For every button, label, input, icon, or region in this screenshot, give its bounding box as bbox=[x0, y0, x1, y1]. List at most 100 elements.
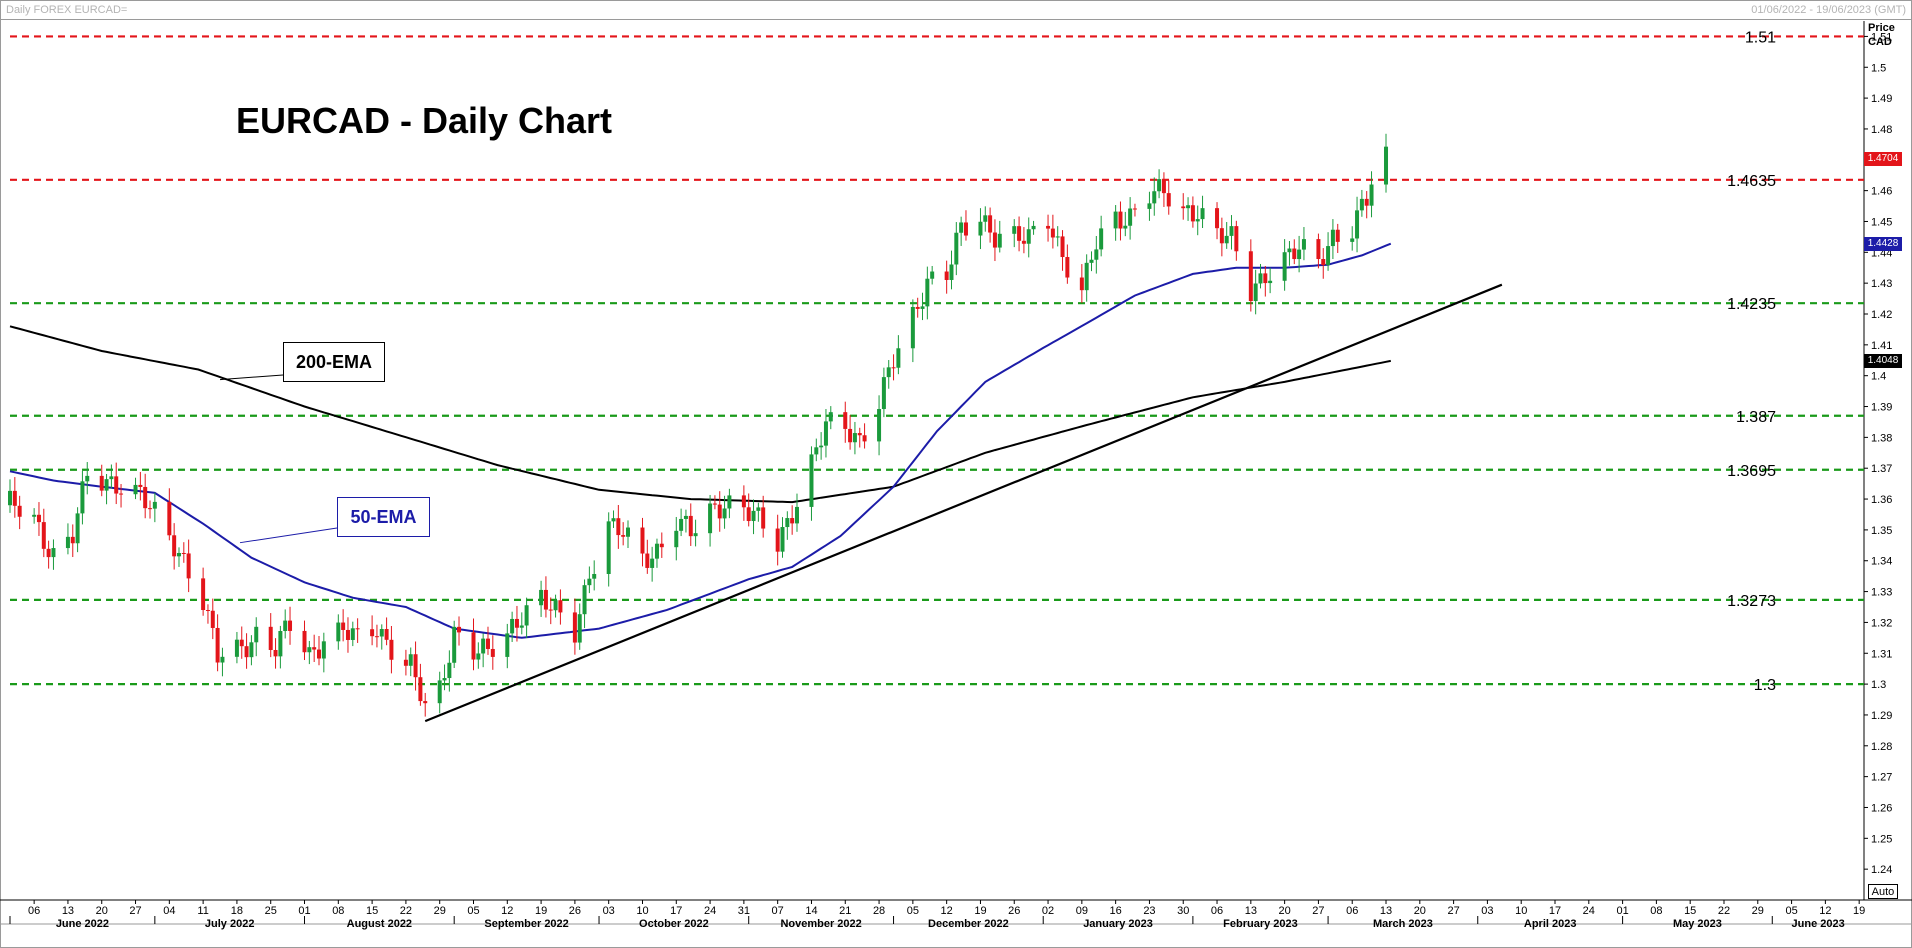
ema50-callout-label: 50-EMA bbox=[350, 506, 417, 527]
y-tick-label: 1.39 bbox=[1871, 402, 1892, 414]
candle-up bbox=[152, 501, 157, 509]
candle-up bbox=[307, 647, 312, 653]
y-tick-label: 1.49 bbox=[1871, 93, 1892, 105]
candle-up bbox=[1186, 205, 1191, 209]
candle-up bbox=[809, 454, 814, 507]
candle-up bbox=[650, 558, 655, 568]
y-tick-label: 1.28 bbox=[1871, 741, 1892, 753]
candle-down bbox=[558, 600, 563, 613]
candle-down bbox=[215, 627, 220, 663]
candle-down bbox=[1364, 198, 1369, 206]
candle-down bbox=[1219, 228, 1224, 244]
x-tick-label: 18 bbox=[231, 905, 243, 917]
candle-down bbox=[548, 609, 553, 611]
x-tick-label: 08 bbox=[332, 905, 344, 917]
candle-up bbox=[249, 642, 254, 658]
candle-down bbox=[857, 433, 862, 436]
candle-down bbox=[761, 507, 766, 529]
candle-up bbox=[254, 626, 259, 643]
candle-up bbox=[1031, 225, 1036, 230]
month-label: August 2022 bbox=[347, 918, 412, 930]
candle-up bbox=[65, 536, 70, 549]
candle-up bbox=[683, 515, 688, 519]
candle-up bbox=[577, 614, 582, 643]
candle-up bbox=[852, 433, 857, 443]
x-tick-label: 26 bbox=[569, 905, 581, 917]
candle-up bbox=[1384, 146, 1389, 185]
candle-up bbox=[447, 662, 452, 679]
candle-up bbox=[1026, 229, 1031, 244]
x-tick-label: 24 bbox=[704, 905, 716, 917]
candle-down bbox=[1234, 226, 1239, 252]
candle-up bbox=[437, 680, 442, 704]
candle-up bbox=[828, 412, 833, 422]
candle-down bbox=[341, 622, 346, 630]
x-tick-label: 27 bbox=[1447, 905, 1459, 917]
candle-up bbox=[1268, 280, 1273, 284]
auto-scale-button[interactable]: Auto bbox=[1868, 884, 1898, 899]
x-tick-label: 13 bbox=[1380, 905, 1392, 917]
candle-down bbox=[239, 639, 244, 647]
candle-down bbox=[1215, 208, 1220, 229]
candle-up bbox=[1350, 238, 1355, 242]
candle-down bbox=[423, 701, 428, 704]
last-price-tag-value: 1.4704 bbox=[1867, 153, 1899, 165]
candle-down bbox=[1161, 179, 1166, 194]
candle-up bbox=[1287, 248, 1292, 253]
candle-up bbox=[1123, 225, 1128, 229]
candle-up bbox=[886, 367, 891, 378]
candle-up bbox=[1330, 229, 1335, 247]
candle-up bbox=[881, 377, 886, 410]
x-tick-label: 06 bbox=[1346, 905, 1358, 917]
candle-down bbox=[46, 548, 51, 558]
y-tick-label: 1.34 bbox=[1871, 556, 1892, 568]
level-label: 1.4235 bbox=[1727, 296, 1776, 313]
level-label: 1.3 bbox=[1754, 677, 1776, 694]
candle-up bbox=[674, 530, 679, 548]
candle-up bbox=[1297, 249, 1302, 260]
x-tick-label: 22 bbox=[400, 905, 412, 917]
month-label: September 2022 bbox=[484, 918, 568, 930]
candle-up bbox=[1094, 249, 1099, 260]
x-tick-label: 02 bbox=[1042, 905, 1054, 917]
x-tick-label: 23 bbox=[1143, 905, 1155, 917]
ema50-line bbox=[9, 242, 1392, 639]
candle-up bbox=[1326, 246, 1331, 266]
candle-down bbox=[543, 589, 548, 610]
candle-up bbox=[442, 678, 447, 681]
candle-down bbox=[848, 428, 853, 443]
x-tick-label: 13 bbox=[62, 905, 74, 917]
candle-down bbox=[790, 518, 795, 524]
candle-down bbox=[645, 553, 650, 568]
x-tick-label: 19 bbox=[974, 905, 986, 917]
candle-down bbox=[172, 535, 177, 557]
candle-up bbox=[553, 600, 558, 611]
x-tick-label: 28 bbox=[873, 905, 885, 917]
candle-down bbox=[944, 271, 949, 280]
candle-up bbox=[785, 518, 790, 528]
candle-up bbox=[505, 633, 510, 657]
candle-down bbox=[312, 647, 317, 650]
month-label: October 2022 bbox=[639, 918, 709, 930]
candle-down bbox=[205, 610, 210, 612]
auto-scale-button-label: Auto bbox=[1871, 885, 1895, 898]
candle-down bbox=[1046, 225, 1051, 229]
candle-down bbox=[1181, 206, 1186, 209]
candle-up bbox=[954, 232, 959, 265]
candle-up bbox=[1224, 235, 1229, 244]
candle-down bbox=[862, 435, 867, 442]
x-tick-label: 05 bbox=[907, 905, 919, 917]
x-tick-label: 12 bbox=[1819, 905, 1831, 917]
x-tick-label: 05 bbox=[1785, 905, 1797, 917]
candle-up bbox=[321, 641, 326, 659]
candle-down bbox=[17, 505, 22, 517]
candle-up bbox=[756, 507, 761, 511]
month-label: December 2022 bbox=[928, 918, 1009, 930]
candle-up bbox=[983, 215, 988, 222]
x-tick-label: 13 bbox=[1245, 905, 1257, 917]
x-tick-label: 20 bbox=[1279, 905, 1291, 917]
candle-down bbox=[988, 215, 993, 233]
candle-up bbox=[582, 585, 587, 615]
candle-up bbox=[476, 653, 481, 660]
